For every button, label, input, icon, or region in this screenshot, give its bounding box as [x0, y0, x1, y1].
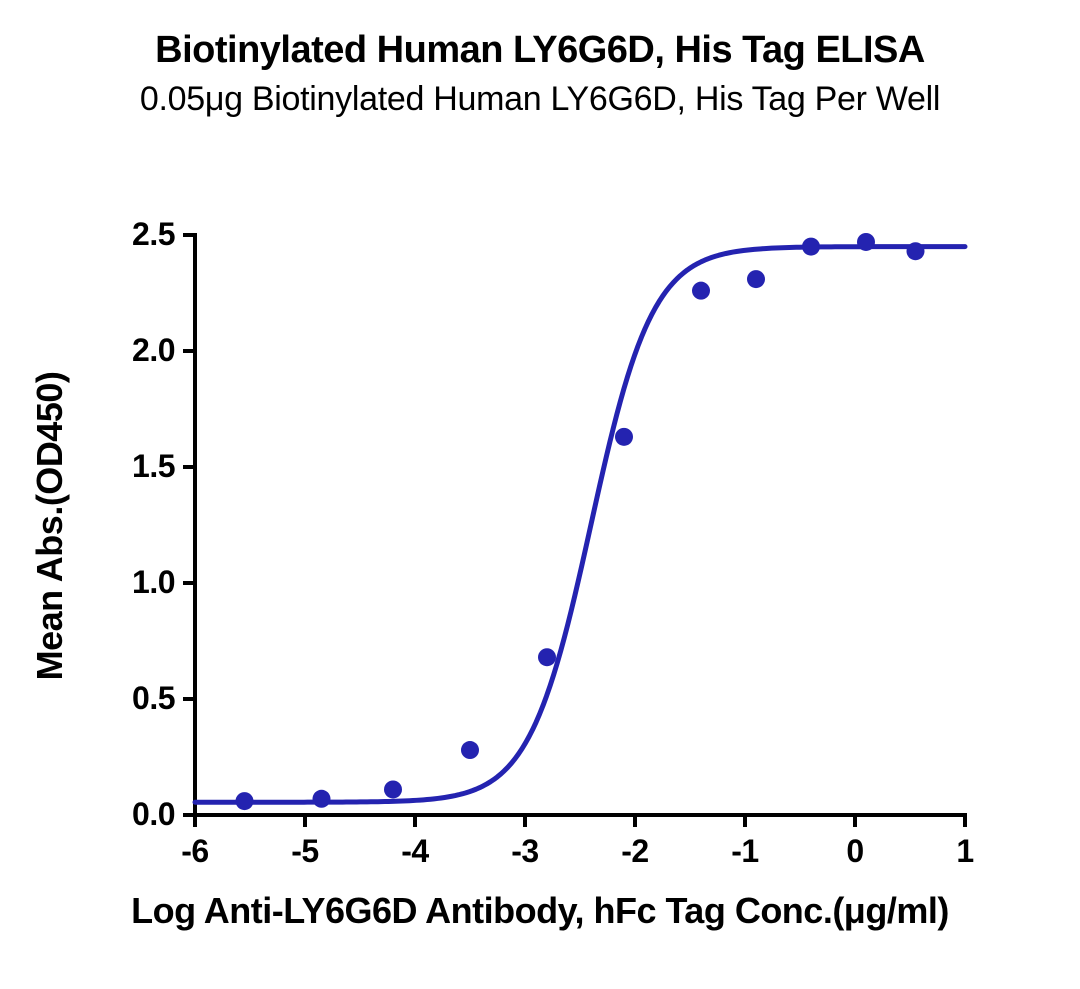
x-tick-label: -1: [715, 833, 775, 870]
x-tick-label: -3: [495, 833, 555, 870]
y-tick-label: 0.5: [132, 680, 175, 717]
x-axis-label: Log Anti-LY6G6D Antibody, hFc Tag Conc.(…: [0, 890, 1080, 932]
x-tick-label: 0: [825, 833, 885, 870]
y-tick-label: 1.0: [132, 564, 175, 601]
chart-container: Biotinylated Human LY6G6D, His Tag ELISA…: [0, 0, 1080, 989]
y-tick-label: 0.0: [132, 796, 175, 833]
x-tick-label: -6: [165, 833, 225, 870]
y-tick-label: 2.5: [132, 216, 175, 253]
x-tick-label: -5: [275, 833, 335, 870]
y-axis-label: Mean Abs.(OD450): [29, 326, 71, 726]
y-tick-label: 1.5: [132, 448, 175, 485]
x-tick-label: -2: [605, 833, 665, 870]
x-tick-label: -4: [385, 833, 445, 870]
x-tick-label: 1: [935, 833, 995, 870]
y-tick-label: 2.0: [132, 332, 175, 369]
